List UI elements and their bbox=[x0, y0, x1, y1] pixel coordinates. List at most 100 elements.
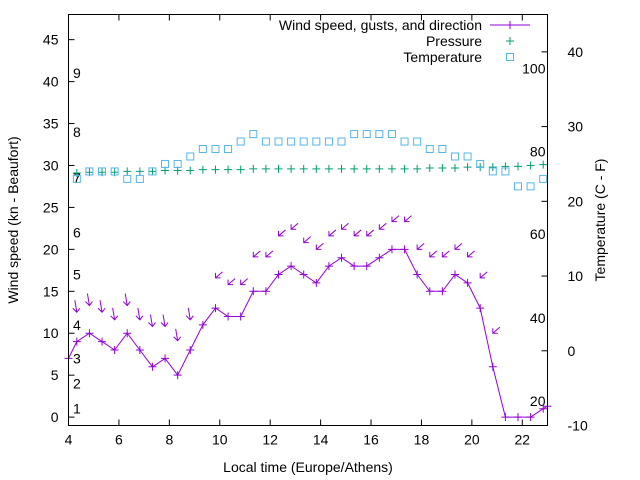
pressure-point bbox=[274, 164, 283, 173]
x-tick-label: 12 bbox=[262, 432, 278, 448]
wind-point bbox=[261, 287, 270, 296]
wind-point bbox=[350, 262, 359, 271]
pressure-point bbox=[211, 165, 220, 174]
temperature-point bbox=[387, 130, 396, 139]
y-tick-label: 5 bbox=[51, 367, 59, 383]
pressure-point bbox=[135, 167, 144, 176]
gust-arrow bbox=[467, 250, 475, 258]
x-tick-label: 20 bbox=[464, 432, 480, 448]
wind-point bbox=[299, 270, 308, 279]
pressure-point bbox=[350, 164, 359, 173]
pressure-point bbox=[375, 164, 384, 173]
fahrenheit-label: 60 bbox=[530, 226, 546, 242]
wind-point bbox=[337, 253, 346, 262]
gust-arrow bbox=[240, 278, 249, 286]
temperature-point bbox=[312, 137, 321, 146]
y-axis-ticks: 0 5 10 15 20 25 30 35 40 45 bbox=[43, 32, 75, 425]
gust-arrow bbox=[85, 293, 93, 307]
wind-point bbox=[539, 404, 548, 413]
wind-point bbox=[438, 287, 447, 296]
pressure-point bbox=[400, 164, 409, 173]
wind-point bbox=[488, 362, 497, 371]
wind-point bbox=[110, 346, 119, 355]
fahrenheit-label: 100 bbox=[522, 60, 546, 76]
x-tick-label: 6 bbox=[115, 432, 123, 448]
gust-arrow bbox=[148, 314, 156, 328]
wind-point bbox=[526, 413, 535, 422]
wind-point bbox=[123, 329, 132, 338]
temperature-point bbox=[539, 174, 548, 183]
beaufort-label: 4 bbox=[73, 317, 81, 333]
y-axis-label: Wind speed (kn - Beaufort) bbox=[5, 136, 21, 303]
gust-arrow bbox=[303, 236, 312, 244]
y-tick-label: 45 bbox=[43, 32, 59, 48]
x-tick-label: 16 bbox=[363, 432, 379, 448]
pressure-point bbox=[539, 160, 548, 169]
wind-point bbox=[312, 278, 321, 287]
temperature-point bbox=[526, 182, 535, 191]
legend-label-temperature: Temperature bbox=[403, 49, 482, 65]
legend-marker-pressure bbox=[506, 37, 514, 45]
gust-arrow bbox=[135, 307, 144, 321]
wind-point bbox=[476, 304, 485, 313]
wind-point bbox=[173, 371, 182, 380]
beaufort-label: 8 bbox=[73, 124, 81, 140]
wind-point bbox=[186, 346, 195, 355]
temperature-point bbox=[110, 167, 119, 176]
temperature-point bbox=[274, 137, 283, 146]
pressure-point bbox=[236, 165, 245, 174]
wind-point bbox=[501, 413, 510, 422]
legend-label-wind: Wind speed, gusts, and direction bbox=[279, 17, 482, 33]
temperature-point bbox=[249, 130, 258, 139]
gust-arrow bbox=[72, 300, 81, 314]
wind-point bbox=[249, 287, 258, 296]
temperature-point bbox=[198, 145, 207, 154]
gust-arrow bbox=[479, 271, 488, 279]
pressure-point bbox=[501, 162, 510, 171]
gust-arrow bbox=[214, 271, 223, 279]
temperature-point bbox=[362, 130, 371, 139]
temperature-point bbox=[287, 137, 296, 146]
wind-point bbox=[98, 337, 107, 346]
gust-arrow bbox=[173, 328, 182, 342]
temperature-point bbox=[324, 137, 333, 146]
pressure-point bbox=[413, 164, 422, 173]
temperature-point bbox=[173, 159, 182, 168]
gust-arrow bbox=[160, 314, 169, 328]
legend: Wind speed, gusts, and direction Pressur… bbox=[279, 17, 530, 65]
temperature-point bbox=[148, 167, 157, 176]
fahrenheit-label: 80 bbox=[530, 143, 546, 159]
gust-arrow bbox=[429, 250, 438, 258]
temperature-point bbox=[337, 137, 346, 146]
wind-point bbox=[450, 270, 459, 279]
beaufort-label: 2 bbox=[73, 376, 81, 392]
gust-arrow bbox=[416, 242, 425, 250]
gust-arrow bbox=[227, 278, 236, 286]
x-tick-label: 22 bbox=[515, 432, 531, 448]
temperature-point bbox=[211, 145, 220, 154]
wind-point bbox=[236, 312, 245, 321]
fahrenheit-label: 20 bbox=[530, 393, 546, 409]
wind-point bbox=[400, 245, 409, 254]
x-tick-label: 18 bbox=[414, 432, 430, 448]
temperature-point bbox=[375, 130, 384, 139]
wind-point bbox=[425, 287, 434, 296]
y-tick-label: 40 bbox=[43, 74, 59, 90]
x-axis-label: Local time (Europe/Athens) bbox=[223, 459, 393, 475]
temperature-point bbox=[236, 137, 245, 146]
pressure-point bbox=[450, 163, 459, 172]
temperature-point bbox=[501, 167, 510, 176]
temperature-point bbox=[135, 174, 144, 183]
gust-arrow bbox=[97, 300, 106, 314]
gust-arrow bbox=[492, 326, 501, 334]
temperature-point bbox=[476, 159, 485, 168]
wind-point bbox=[287, 262, 296, 271]
temperature-point bbox=[224, 145, 233, 154]
legend-marker-temperature bbox=[506, 53, 514, 61]
wind-point bbox=[387, 245, 396, 254]
fahrenheit-scale-labels: 20 40 60 80 100 bbox=[522, 60, 546, 409]
gust-arrow bbox=[110, 307, 119, 321]
wind-point bbox=[274, 270, 283, 279]
beaufort-label: 5 bbox=[73, 267, 81, 283]
y2-tick-label: 40 bbox=[568, 44, 584, 60]
